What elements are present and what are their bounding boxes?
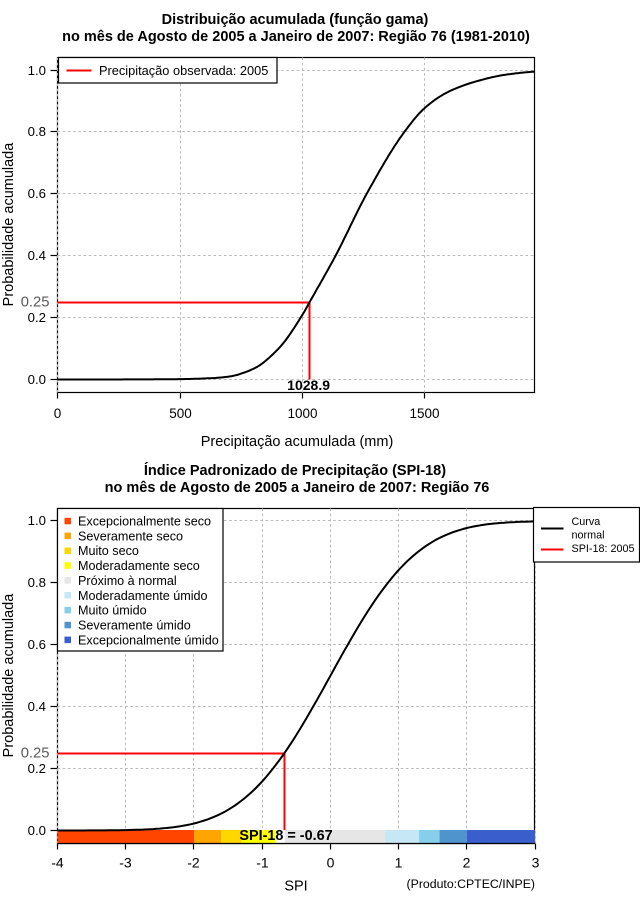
svg-text:Precipitação observada: 2005: Precipitação observada: 2005 [99, 63, 268, 78]
svg-text:1.0: 1.0 [28, 63, 46, 78]
svg-text:(Produto:CPTEC/INPE): (Produto:CPTEC/INPE) [407, 877, 535, 891]
svg-text:0.2: 0.2 [28, 761, 46, 776]
svg-text:0.6: 0.6 [28, 186, 46, 201]
svg-text:0.0: 0.0 [28, 823, 46, 838]
svg-text:1: 1 [395, 855, 403, 871]
svg-text:0.2: 0.2 [28, 310, 46, 325]
svg-text:Probabilidade acumulada: Probabilidade acumulada [1, 142, 17, 307]
svg-text:Precipitação acumulada (mm): Precipitação acumulada (mm) [201, 434, 394, 450]
svg-text:1500: 1500 [409, 406, 439, 421]
svg-text:-4: -4 [51, 855, 64, 871]
svg-text:Distribuição acumulada (função: Distribuição acumulada (função gama) [162, 12, 429, 28]
svg-text:Severamente seco: Severamente seco [78, 529, 183, 543]
svg-text:0: 0 [327, 855, 335, 871]
svg-text:no mês de Agosto de 2005 a Jan: no mês de Agosto de 2005 a Janeiro de 20… [105, 480, 490, 496]
svg-text:Probabilidade acumulada: Probabilidade acumulada [1, 593, 17, 758]
svg-text:SPI-18 = -0.67: SPI-18 = -0.67 [239, 828, 332, 844]
svg-text:Excepcionalmente seco: Excepcionalmente seco [78, 515, 211, 529]
svg-text:500: 500 [169, 406, 192, 421]
svg-text:-1: -1 [256, 855, 269, 871]
svg-text:1000: 1000 [287, 406, 317, 421]
svg-text:Excepcionalmente úmido: Excepcionalmente úmido [78, 633, 219, 647]
svg-text:0.8: 0.8 [28, 124, 46, 139]
svg-text:-2: -2 [187, 855, 200, 871]
svg-text:normal: normal [572, 530, 605, 542]
svg-text:0.25: 0.25 [21, 746, 50, 762]
svg-text:Moderadamente úmido: Moderadamente úmido [78, 589, 208, 603]
svg-text:Moderadamente seco: Moderadamente seco [78, 559, 200, 573]
svg-text:1.0: 1.0 [28, 513, 46, 528]
svg-text:Índice Padronizado de Precipit: Índice Padronizado de Precipitação (SPI-… [144, 462, 446, 479]
svg-text:Severamente úmido: Severamente úmido [78, 619, 191, 633]
svg-text:0: 0 [54, 406, 62, 421]
svg-text:-3: -3 [119, 855, 132, 871]
svg-text:0.8: 0.8 [28, 575, 46, 590]
svg-text:0.0: 0.0 [28, 372, 46, 387]
svg-text:0.4: 0.4 [28, 699, 46, 714]
svg-text:Muito seco: Muito seco [78, 544, 139, 558]
svg-text:Curva: Curva [572, 516, 601, 528]
svg-text:3: 3 [532, 855, 540, 871]
svg-text:Muito úmido: Muito úmido [78, 604, 147, 618]
svg-text:Próximo à normal: Próximo à normal [78, 574, 177, 588]
svg-text:SPI: SPI [284, 879, 307, 895]
svg-text:2: 2 [463, 855, 471, 871]
svg-text:0.6: 0.6 [28, 637, 46, 652]
svg-text:0.25: 0.25 [21, 295, 50, 311]
svg-text:SPI-18: 2005: SPI-18: 2005 [572, 543, 635, 555]
svg-text:no mês de Agosto de 2005 a Jan: no mês de Agosto de 2005 a Janeiro de 20… [62, 29, 530, 45]
svg-text:0.4: 0.4 [28, 248, 46, 263]
svg-text:1028.9: 1028.9 [287, 377, 330, 393]
